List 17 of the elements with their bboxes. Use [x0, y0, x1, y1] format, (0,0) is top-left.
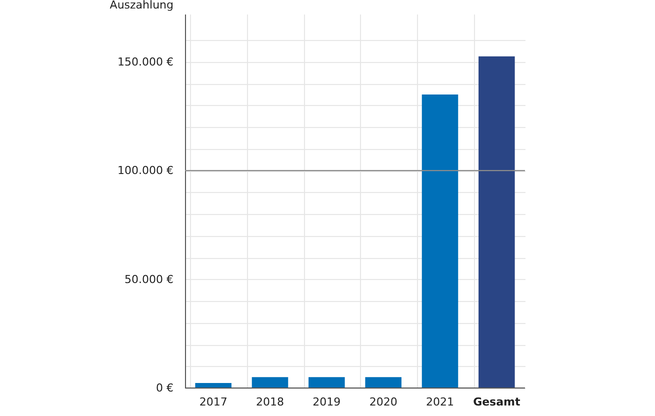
y-tick-label: 100.000 €	[118, 164, 174, 178]
x-tick-label: 2020	[369, 396, 398, 408]
bar	[252, 377, 288, 388]
bar	[478, 56, 515, 388]
x-tick-label: 2017	[199, 396, 228, 408]
y-tick-label: 50.000 €	[124, 272, 174, 286]
x-tick-label: 2021	[426, 396, 454, 408]
bar	[195, 383, 232, 388]
y-axis-title: Auszahlung	[110, 0, 174, 12]
y-tick-label: 0 €	[156, 382, 174, 394]
bar	[422, 94, 458, 388]
x-tick-label: Gesamt	[473, 396, 520, 408]
bar	[308, 377, 345, 388]
x-tick-label: 2018	[256, 396, 284, 408]
x-tick-label: 2019	[312, 396, 341, 408]
bar	[365, 377, 402, 388]
y-tick-label: 150.000 €	[118, 55, 174, 68]
